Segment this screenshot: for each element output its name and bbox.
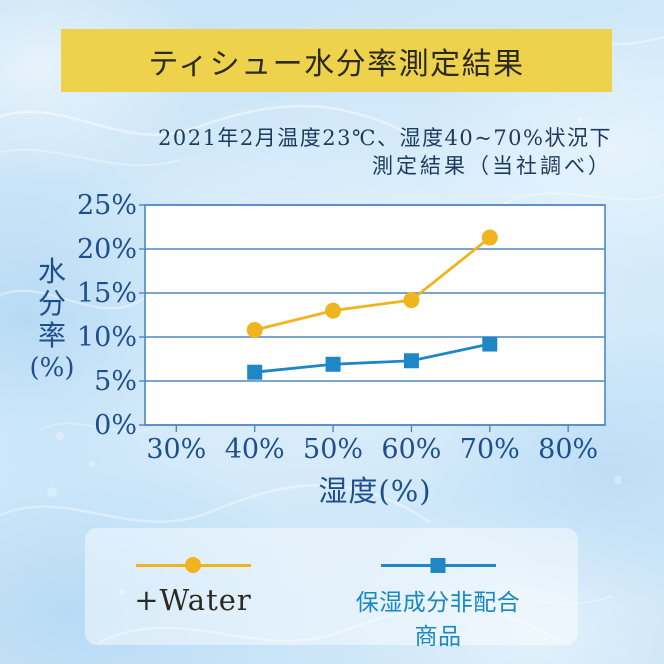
title-banner: ティシュー水分率測定結果: [61, 29, 612, 92]
y-axis-title-char: 分: [37, 287, 66, 320]
legend-swatch-water: [135, 556, 251, 574]
square-marker-icon: [430, 557, 446, 573]
plot-area: [145, 205, 605, 425]
y-axis-title-char: 率: [37, 319, 66, 352]
measurement-conditions: 2021年2月温度23℃、湿度40~70%状況下 測定結果（当社調べ）: [158, 124, 612, 180]
data-point-circle: [325, 302, 342, 319]
data-point-circle: [246, 321, 263, 338]
legend-label-no-moisturizer: 保湿成分非配合商品: [355, 590, 521, 650]
series-line-0: [254, 236, 491, 332]
data-point-square: [482, 336, 498, 352]
data-point-square: [325, 356, 341, 372]
legend-item-no-moisturizer: 保湿成分非配合商品: [353, 556, 523, 651]
data-point-circle: [481, 229, 498, 246]
legend-swatch-no-moisturizer: [380, 556, 496, 574]
series-line-1: [254, 342, 491, 374]
page-title: ティシュー水分率測定結果: [148, 46, 525, 82]
y-axis-title-char: (%): [29, 353, 75, 383]
plot-border: [144, 204, 606, 426]
legend-item-water: +Water: [108, 556, 278, 617]
data-point-square: [247, 364, 263, 380]
y-axis-title-char: 水: [37, 255, 66, 288]
circle-marker-icon: [185, 557, 201, 573]
data-point-circle: [403, 292, 420, 309]
data-point-square: [403, 353, 419, 369]
y-axis-title: 水分率 (%): [22, 256, 82, 384]
chart-legend: +Water 保湿成分非配合商品: [85, 528, 578, 650]
condition-line-2: 測定結果（当社調べ）: [372, 154, 612, 178]
condition-line-1: 2021年2月温度23℃、湿度40~70%状況下: [157, 126, 612, 150]
legend-label-water: +Water: [134, 583, 252, 617]
x-axis-title: 湿度(%): [318, 474, 432, 508]
